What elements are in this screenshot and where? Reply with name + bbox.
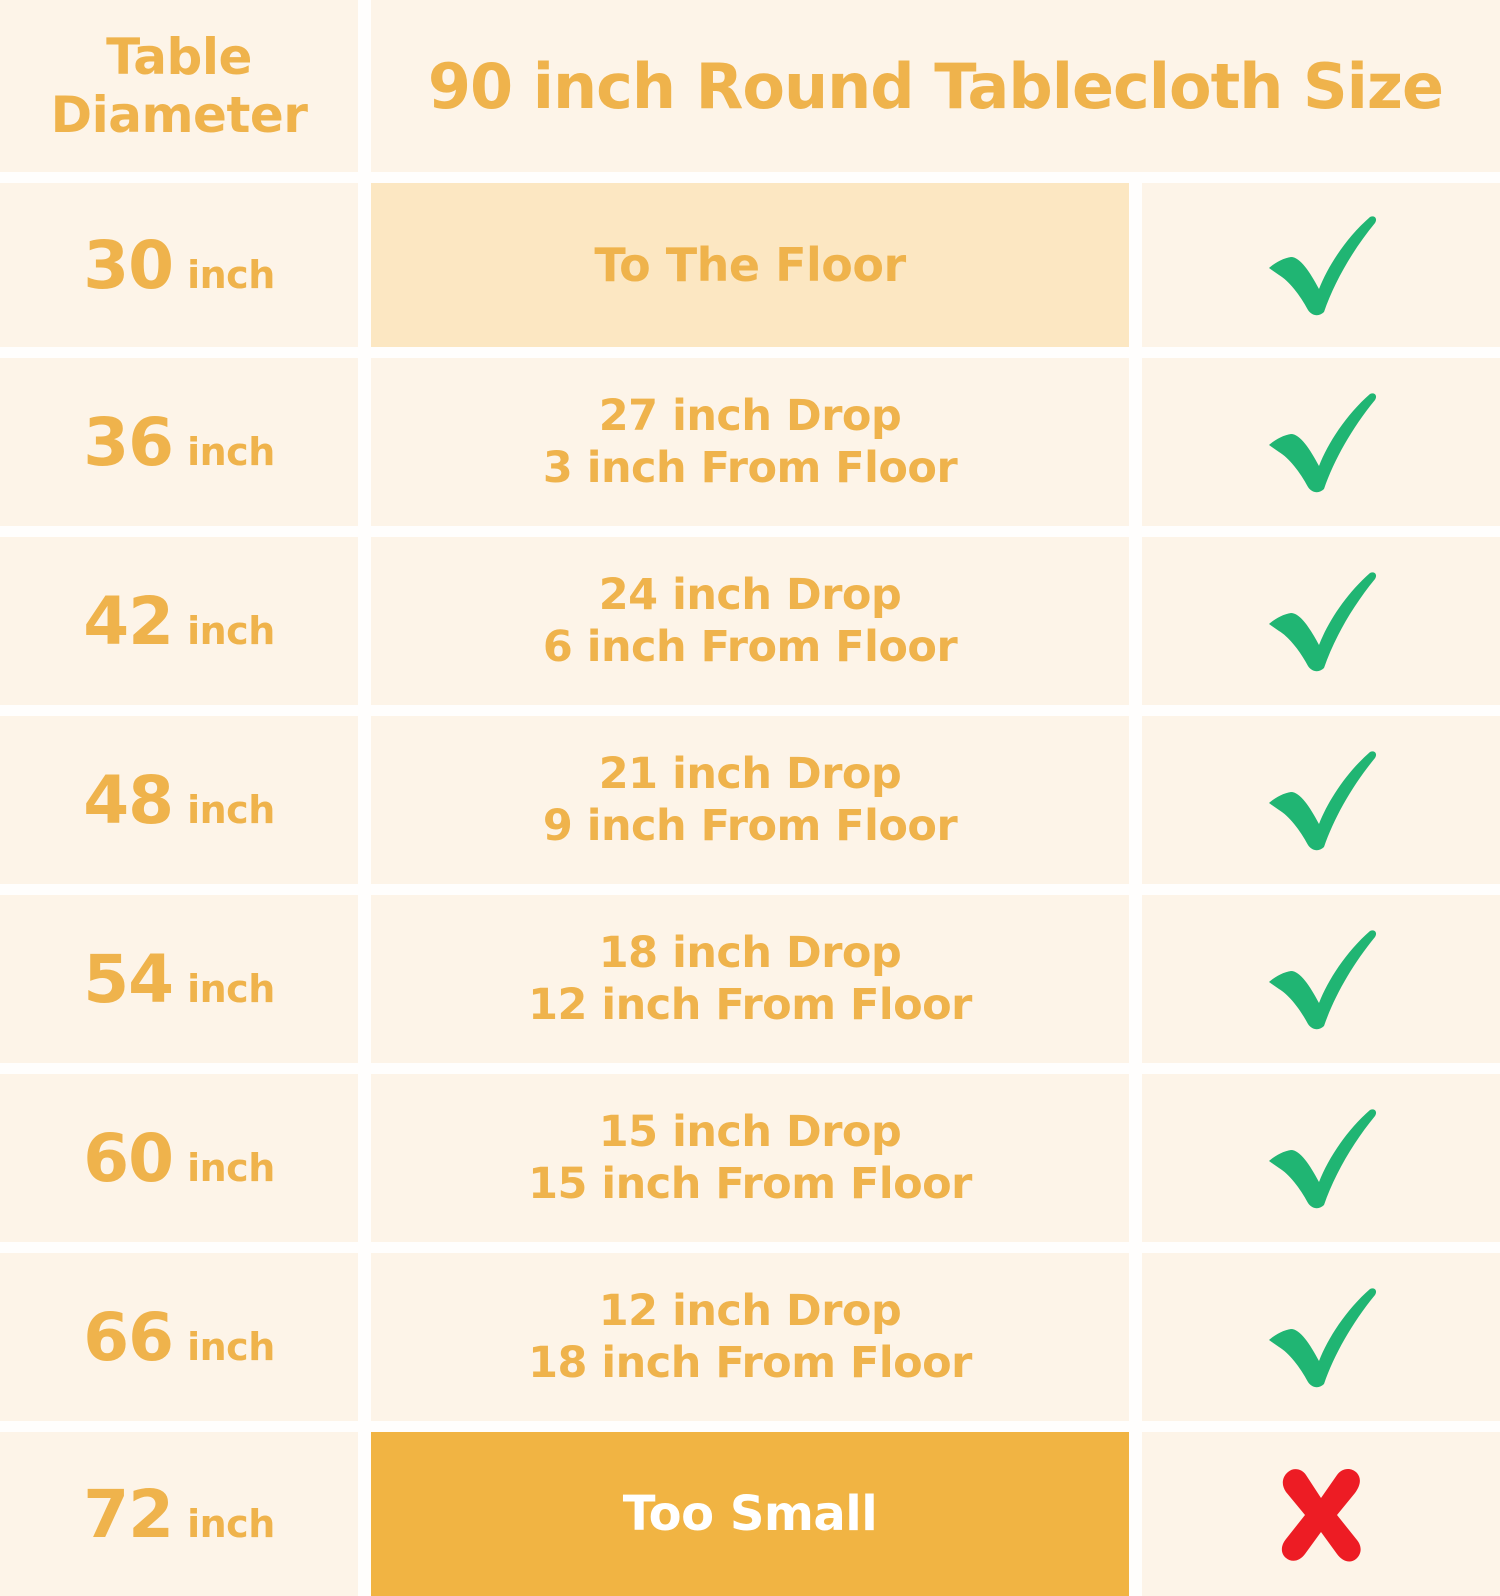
table-row: 54 inch 18 inch Drop 12 inch From Floor: [0, 895, 1500, 1063]
size-description-line1: 27 inch Drop: [598, 390, 902, 441]
diameter-unit: inch: [187, 1145, 275, 1190]
diameter-unit: inch: [187, 1324, 275, 1369]
diameter-value-group: 72 inch: [83, 1476, 275, 1553]
size-description: To The Floor: [594, 237, 906, 293]
cell-tablecloth-size: To The Floor: [371, 183, 1129, 347]
cell-fit-status: [1142, 358, 1500, 526]
diameter-number: 30: [83, 226, 174, 304]
size-description-line2: 6 inch From Floor: [542, 622, 958, 672]
table-row: 72 inch Too Small: [0, 1432, 1500, 1596]
size-description-line1: 18 inch Drop: [598, 927, 902, 978]
cell-fit-status: [1142, 716, 1500, 884]
size-description: 27 inch Drop 3 inch From Floor: [542, 390, 958, 495]
diameter-unit: inch: [187, 966, 275, 1011]
cell-fit-status: [1142, 1432, 1500, 1596]
diameter-value-group: 36 inch: [83, 404, 275, 481]
cell-table-diameter: 72 inch: [0, 1432, 358, 1596]
cell-tablecloth-size: 21 inch Drop 9 inch From Floor: [371, 716, 1129, 884]
size-description-line2: 9 inch From Floor: [542, 801, 958, 851]
diameter-value-group: 60 inch: [83, 1120, 275, 1197]
check-icon: [1269, 1109, 1377, 1209]
size-description-line2: 12 inch From Floor: [528, 980, 972, 1030]
check-icon: [1269, 572, 1377, 672]
diameter-value-group: 42 inch: [83, 583, 275, 660]
size-description-line2: 3 inch From Floor: [542, 443, 958, 493]
cell-table-diameter: 48 inch: [0, 716, 358, 884]
table-row: 48 inch 21 inch Drop 9 inch From Floor: [0, 716, 1500, 884]
header-label-line2: Diameter: [50, 86, 308, 144]
diameter-number: 48: [83, 761, 174, 839]
diameter-unit: inch: [187, 429, 275, 474]
size-description-line1: 12 inch Drop: [598, 1285, 902, 1336]
cell-tablecloth-size: 24 inch Drop 6 inch From Floor: [371, 537, 1129, 705]
cell-table-diameter: 66 inch: [0, 1253, 358, 1421]
diameter-value-group: 30 inch: [83, 227, 275, 304]
size-description: 18 inch Drop 12 inch From Floor: [528, 927, 972, 1032]
cell-tablecloth-size: 15 inch Drop 15 inch From Floor: [371, 1074, 1129, 1242]
cell-table-diameter: 54 inch: [0, 895, 358, 1063]
cell-table-diameter: 60 inch: [0, 1074, 358, 1242]
diameter-value-group: 66 inch: [83, 1299, 275, 1376]
cell-fit-status: [1142, 537, 1500, 705]
page-title: 90 inch Round Tablecloth Size: [427, 49, 1444, 123]
diameter-unit: inch: [187, 787, 275, 832]
size-description-line2: 15 inch From Floor: [528, 1159, 972, 1209]
size-description: 12 inch Drop 18 inch From Floor: [528, 1285, 972, 1390]
check-icon: [1269, 1288, 1377, 1388]
diameter-number: 54: [83, 940, 174, 1018]
cell-tablecloth-size: 12 inch Drop 18 inch From Floor: [371, 1253, 1129, 1421]
size-description-line1: To The Floor: [594, 237, 906, 292]
diameter-value-group: 54 inch: [83, 941, 275, 1018]
cell-table-diameter: 30 inch: [0, 183, 358, 347]
header-label-table-diameter: Table Diameter: [51, 28, 308, 144]
check-icon: [1269, 393, 1377, 493]
cell-tablecloth-size: 18 inch Drop 12 inch From Floor: [371, 895, 1129, 1063]
diameter-number: 36: [83, 403, 174, 481]
diameter-unit: inch: [187, 1501, 275, 1546]
header-cell-table-diameter: Table Diameter: [0, 0, 358, 172]
size-description: Too Small: [622, 1485, 878, 1544]
diameter-unit: inch: [187, 608, 275, 653]
cell-table-diameter: 42 inch: [0, 537, 358, 705]
check-icon: [1269, 930, 1377, 1030]
cell-tablecloth-size: Too Small: [371, 1432, 1129, 1596]
diameter-number: 42: [83, 582, 174, 660]
cell-fit-status: [1142, 1253, 1500, 1421]
table-header-row: Table Diameter 90 inch Round Tablecloth …: [0, 0, 1500, 172]
check-icon: [1269, 216, 1377, 316]
table-row: 60 inch 15 inch Drop 15 inch From Floor: [0, 1074, 1500, 1242]
cell-fit-status: [1142, 183, 1500, 347]
header-cell-title: 90 inch Round Tablecloth Size: [371, 0, 1500, 172]
diameter-unit: inch: [187, 252, 275, 297]
size-description-line1: 21 inch Drop: [598, 748, 902, 799]
diameter-number: 60: [83, 1119, 174, 1197]
size-description-line2: 18 inch From Floor: [528, 1338, 972, 1388]
table-row: 66 inch 12 inch Drop 18 inch From Floor: [0, 1253, 1500, 1421]
table-row: 36 inch 27 inch Drop 3 inch From Floor: [0, 358, 1500, 526]
cell-fit-status: [1142, 895, 1500, 1063]
diameter-number: 66: [83, 1298, 174, 1376]
size-description: 15 inch Drop 15 inch From Floor: [528, 1106, 972, 1211]
cross-icon: [1281, 1469, 1361, 1562]
table-row: 30 inch To The Floor: [0, 183, 1500, 347]
cell-table-diameter: 36 inch: [0, 358, 358, 526]
size-description-line1: 15 inch Drop: [598, 1106, 902, 1157]
check-icon: [1269, 751, 1377, 851]
size-description-line1: 24 inch Drop: [598, 569, 902, 620]
table-row: 42 inch 24 inch Drop 6 inch From Floor: [0, 537, 1500, 705]
diameter-value-group: 48 inch: [83, 762, 275, 839]
diameter-number: 72: [83, 1475, 174, 1553]
size-description: 24 inch Drop 6 inch From Floor: [542, 569, 958, 674]
header-label-line1: Table: [106, 28, 252, 86]
size-description: 21 inch Drop 9 inch From Floor: [542, 748, 958, 853]
size-description-line1: Too Small: [622, 1485, 878, 1542]
cell-tablecloth-size: 27 inch Drop 3 inch From Floor: [371, 358, 1129, 526]
cell-fit-status: [1142, 1074, 1500, 1242]
